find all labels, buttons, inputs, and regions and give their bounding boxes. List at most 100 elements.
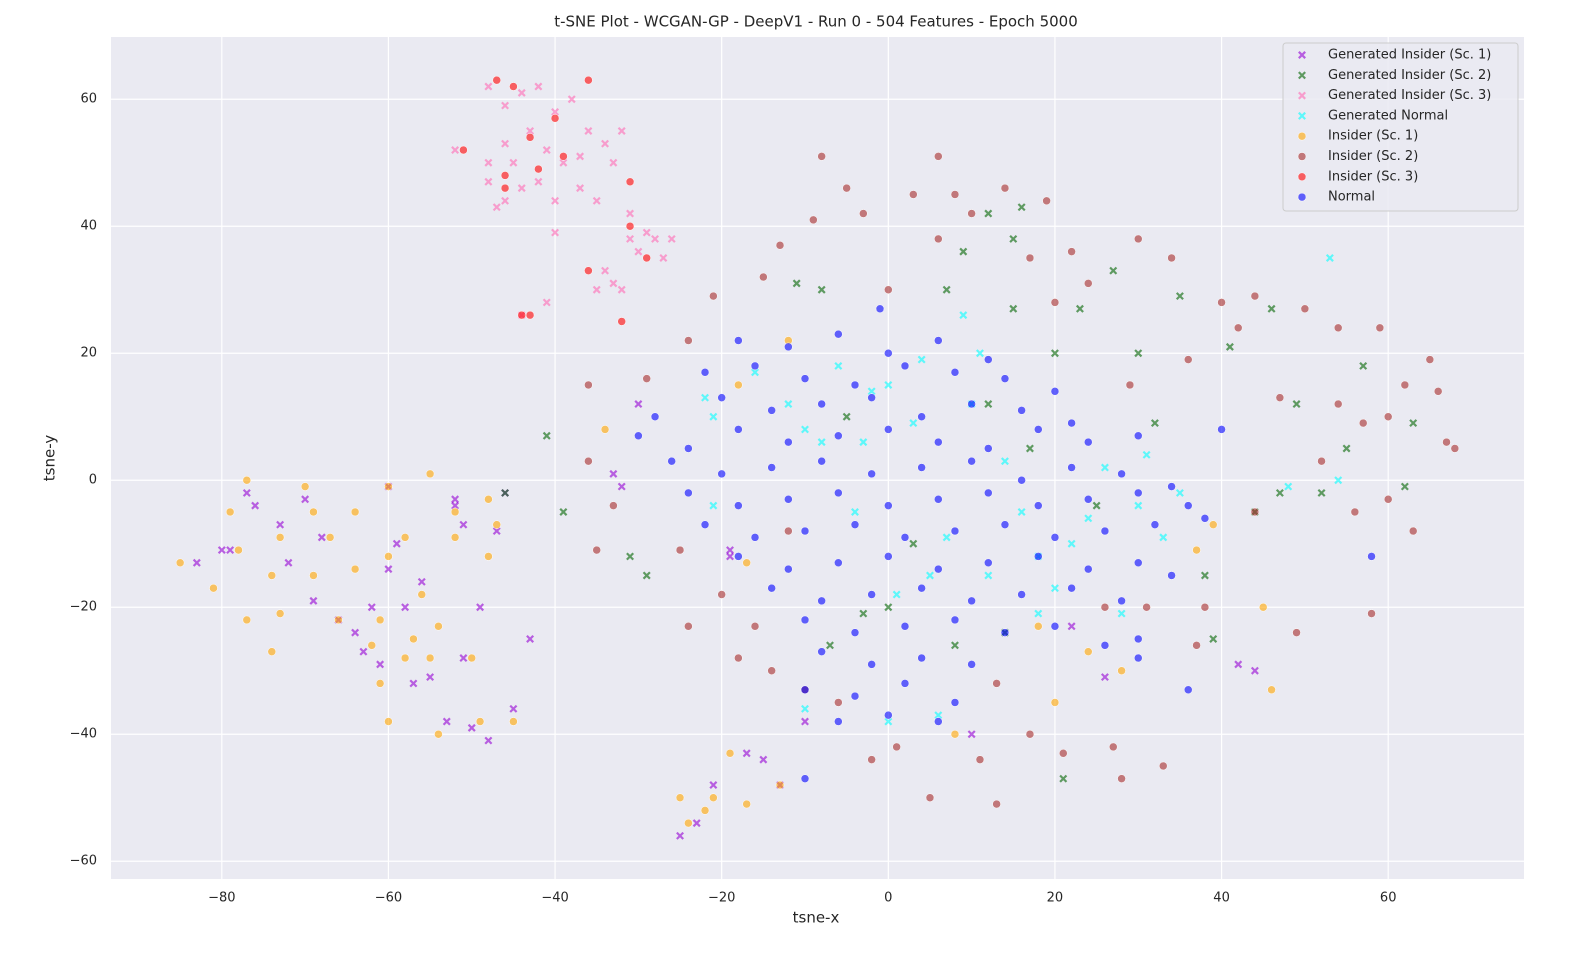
point: [742, 558, 751, 568]
point: [959, 247, 968, 256]
point: [275, 609, 285, 618]
point: [1358, 418, 1368, 428]
point: [750, 622, 760, 631]
point: [1167, 253, 1176, 263]
point: [792, 279, 801, 288]
point: [484, 552, 493, 561]
point: [967, 730, 976, 739]
point: [950, 368, 960, 377]
point: [450, 533, 460, 542]
point: [709, 781, 718, 789]
point: [975, 755, 985, 764]
point: [517, 310, 526, 320]
point: [1334, 476, 1343, 485]
point: [525, 310, 535, 320]
point: [850, 380, 860, 390]
point: [1134, 431, 1143, 441]
point: [692, 819, 701, 828]
point: [1000, 628, 1010, 637]
point: [1383, 495, 1393, 504]
point: [1000, 457, 1009, 466]
point: [834, 698, 843, 707]
point: [1100, 463, 1109, 472]
point: [301, 495, 310, 504]
point: [1084, 647, 1093, 656]
marks: [175, 75, 1460, 840]
point: [684, 488, 693, 498]
point: [742, 799, 751, 809]
point: [459, 145, 468, 155]
point: [1017, 406, 1026, 415]
point: [1109, 742, 1118, 752]
point: [759, 755, 768, 764]
point: [384, 565, 393, 574]
point: [1117, 774, 1126, 783]
point: [626, 209, 635, 218]
point: [551, 107, 560, 116]
legend-marker: [1298, 111, 1306, 120]
point: [384, 552, 393, 561]
point: [859, 609, 868, 618]
legend-marker: [1298, 91, 1306, 100]
point: [534, 164, 543, 174]
point: [800, 685, 810, 695]
point: [584, 456, 593, 466]
point: [984, 571, 993, 580]
point: [1250, 507, 1260, 517]
point: [1034, 501, 1043, 510]
point: [1192, 641, 1201, 650]
point: [1159, 533, 1168, 542]
point: [426, 673, 435, 682]
legend-label: Insider (Sc. 2): [1328, 149, 1418, 164]
point: [309, 571, 318, 580]
point: [1034, 609, 1043, 618]
point: [1142, 602, 1151, 612]
point: [209, 583, 218, 593]
point: [1217, 425, 1226, 434]
point: [934, 234, 943, 244]
point: [1275, 488, 1284, 497]
point: [834, 361, 843, 370]
point: [217, 546, 226, 555]
point: [484, 82, 493, 91]
legend-label: Insider (Sc. 3): [1328, 169, 1418, 184]
point: [625, 177, 635, 187]
point: [459, 520, 468, 529]
point: [609, 469, 618, 478]
point: [751, 368, 759, 377]
point: [592, 545, 601, 555]
point: [909, 190, 918, 199]
point: [709, 501, 718, 510]
point: [609, 501, 618, 510]
point: [934, 437, 943, 447]
point: [1084, 564, 1093, 574]
point: [1359, 361, 1368, 370]
point: [1400, 482, 1409, 491]
legend-label: Insider (Sc. 1): [1328, 129, 1418, 144]
point: [1167, 482, 1176, 491]
point: [526, 634, 535, 643]
point: [917, 653, 926, 663]
point: [834, 329, 843, 339]
point: [659, 253, 668, 262]
point: [1092, 501, 1101, 510]
point: [1134, 558, 1143, 568]
point: [1300, 304, 1310, 314]
point: [634, 247, 643, 256]
point: [567, 95, 576, 104]
point: [525, 133, 535, 142]
point: [784, 342, 793, 352]
point: [1009, 234, 1018, 243]
point: [767, 406, 776, 415]
y-tick-label: 20: [80, 346, 97, 361]
point: [934, 495, 943, 504]
point: [1067, 622, 1076, 631]
point: [500, 183, 510, 193]
point: [1100, 673, 1109, 682]
point: [1025, 729, 1035, 739]
x-tick-label: 0: [884, 891, 892, 906]
point: [434, 729, 443, 739]
point: [984, 488, 993, 498]
point: [1284, 482, 1293, 491]
